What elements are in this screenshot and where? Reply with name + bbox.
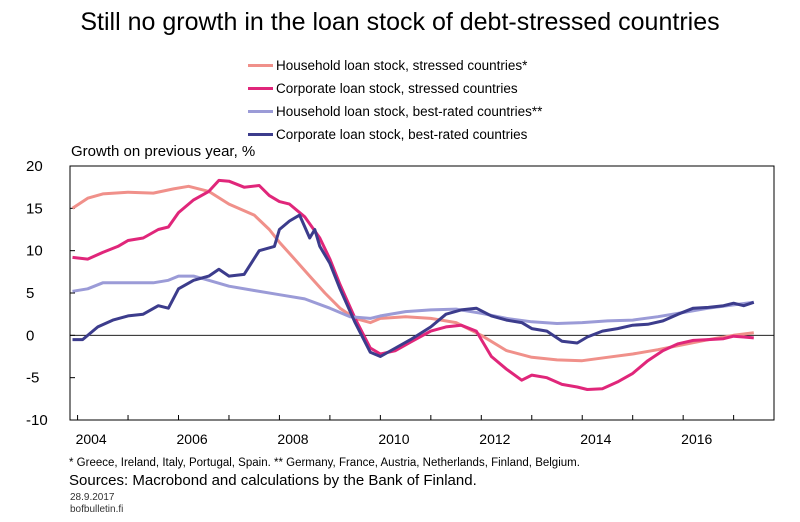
footnote: * Greece, Ireland, Italy, Portugal, Spai… <box>69 457 580 469</box>
legend-item: Household loan stock, stressed countries… <box>248 54 542 77</box>
legend-swatch <box>248 64 273 67</box>
legend-item: Household loan stock, best-rated countri… <box>248 100 542 123</box>
legend-item: Corporate loan stock, best-rated countri… <box>248 123 542 146</box>
y-tick-label: 10 <box>26 243 43 260</box>
x-tick-label: 2016 <box>681 431 712 447</box>
legend-swatch <box>248 110 273 113</box>
publication-date: 28.9.2017 <box>70 492 115 503</box>
y-tick-label: -10 <box>26 412 48 429</box>
y-tick-label: -5 <box>26 370 39 387</box>
x-tick-label: 2014 <box>580 431 611 447</box>
legend-label: Corporate loan stock, best-rated countri… <box>276 127 528 142</box>
chart-legend: Household loan stock, stressed countries… <box>248 54 542 146</box>
y-tick-label: 5 <box>26 285 34 302</box>
legend-label: Corporate loan stock, stressed countries <box>276 81 518 96</box>
x-tick-label: 2008 <box>277 431 308 447</box>
series-line-2 <box>72 274 754 325</box>
legend-swatch <box>248 133 273 136</box>
y-tick-label: 0 <box>26 327 34 344</box>
legend-label: Household loan stock, stressed countries… <box>276 58 528 73</box>
series-line-3 <box>72 213 755 358</box>
x-tick-label: 2004 <box>76 431 107 447</box>
series-lines <box>71 178 755 391</box>
site-url: bofbulletin.fi <box>70 504 124 515</box>
legend-label: Household loan stock, best-rated countri… <box>276 104 543 119</box>
x-tick-label: 2012 <box>479 431 510 447</box>
legend-swatch <box>248 87 273 90</box>
sources-note: Sources: Macrobond and calculations by t… <box>69 472 477 489</box>
y-tick-label: 20 <box>26 158 43 175</box>
chart-title: Still no growth in the loan stock of deb… <box>80 8 720 36</box>
y-axis: 20 15 10 5 0 -5 -10 <box>26 158 75 429</box>
y-tick-label: 15 <box>26 200 43 217</box>
x-axis: 2004 2006 2008 2010 2012 2014 2016 <box>70 334 774 447</box>
series-line-1 <box>72 178 754 391</box>
legend-item: Corporate loan stock, stressed countries <box>248 77 542 100</box>
y-axis-label: Growth on previous year, % <box>71 143 256 160</box>
series-line-0 <box>71 184 754 363</box>
x-tick-label: 2006 <box>177 431 208 447</box>
x-tick-label: 2010 <box>378 431 409 447</box>
